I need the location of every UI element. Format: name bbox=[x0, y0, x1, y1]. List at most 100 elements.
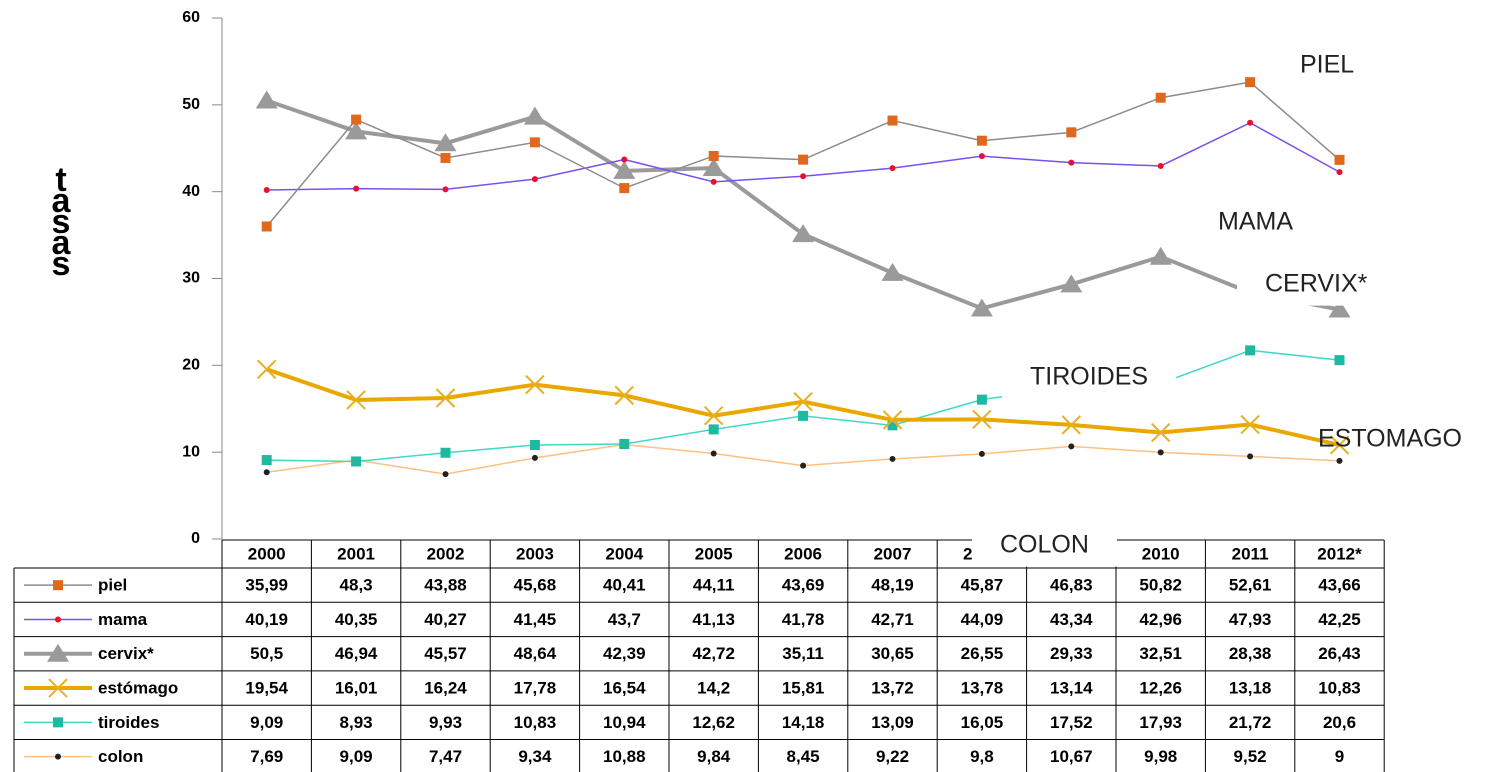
marker bbox=[1334, 154, 1345, 165]
legend-marker bbox=[48, 678, 68, 698]
marker bbox=[435, 388, 456, 408]
table-cell: 42,72 bbox=[692, 644, 735, 663]
table-cell: 21,72 bbox=[1229, 713, 1272, 732]
y-axis-label: tasas bbox=[51, 161, 71, 284]
table-cell: 17,93 bbox=[1139, 713, 1182, 732]
marker bbox=[1334, 355, 1345, 366]
marker bbox=[1061, 415, 1082, 435]
legend-marker bbox=[55, 616, 61, 623]
marker bbox=[978, 153, 985, 160]
marker bbox=[702, 158, 725, 177]
marker bbox=[1328, 299, 1351, 318]
legend-label: mama bbox=[98, 610, 148, 629]
table-cell: 17,52 bbox=[1050, 713, 1093, 732]
marker bbox=[798, 154, 809, 165]
x-tick-label: 2002 bbox=[427, 544, 465, 563]
y-tick-label: 40 bbox=[182, 183, 200, 200]
x-tick-label: 2010 bbox=[1142, 544, 1180, 563]
marker bbox=[1157, 162, 1164, 169]
legend-label: estómago bbox=[98, 679, 178, 698]
marker bbox=[976, 135, 987, 146]
marker bbox=[531, 176, 538, 183]
marker bbox=[1245, 345, 1256, 356]
marker bbox=[263, 469, 270, 476]
marker bbox=[256, 359, 277, 380]
table-cell: 43,7 bbox=[608, 610, 641, 629]
x-tick-label: 2011 bbox=[1232, 544, 1269, 563]
table-cell: 9,09 bbox=[340, 747, 373, 766]
table-cell: 16,05 bbox=[961, 713, 1004, 732]
table-cell: 26,43 bbox=[1318, 644, 1361, 663]
table-cell: 12,26 bbox=[1139, 679, 1182, 698]
table-cell: 43,88 bbox=[424, 576, 467, 595]
marker bbox=[255, 90, 278, 109]
marker bbox=[710, 178, 717, 185]
marker bbox=[1150, 422, 1171, 443]
annotation: MAMA bbox=[1218, 208, 1293, 236]
series-line bbox=[266, 81, 1340, 227]
marker bbox=[1240, 414, 1260, 435]
marker bbox=[1068, 443, 1075, 450]
x-tick-label: 2000 bbox=[248, 544, 286, 563]
marker bbox=[440, 447, 451, 458]
marker bbox=[970, 298, 993, 317]
table-cell: 50,5 bbox=[250, 644, 283, 663]
marker bbox=[1066, 127, 1077, 138]
marker bbox=[889, 165, 896, 172]
marker bbox=[1060, 274, 1083, 293]
table-cell: 10,67 bbox=[1050, 747, 1093, 766]
marker bbox=[972, 409, 992, 430]
table-cell: 42,96 bbox=[1139, 610, 1182, 629]
annotation: PIEL bbox=[1300, 51, 1354, 79]
legend-label: piel bbox=[98, 576, 127, 595]
table-cell: 19,54 bbox=[245, 679, 288, 698]
table-cell: 13,72 bbox=[871, 679, 914, 698]
table-cell: 10,83 bbox=[1318, 679, 1361, 698]
table-cell: 26,55 bbox=[961, 644, 1004, 663]
marker bbox=[619, 183, 630, 194]
table-cell: 42,25 bbox=[1318, 610, 1361, 629]
legend-marker bbox=[55, 753, 61, 760]
y-tick-label: 20 bbox=[182, 357, 200, 374]
table-cell: 42,39 bbox=[603, 644, 646, 663]
x-tick-label: 2003 bbox=[516, 544, 554, 563]
table-cell: 13,18 bbox=[1229, 679, 1272, 698]
table-cell: 14,2 bbox=[697, 679, 730, 698]
legend-marker bbox=[53, 717, 63, 728]
table-cell: 48,19 bbox=[871, 576, 914, 595]
marker bbox=[1329, 435, 1350, 455]
annotation-box bbox=[972, 522, 1117, 567]
x-tick-label: 2004 bbox=[605, 544, 643, 563]
marker bbox=[353, 185, 360, 192]
table-cell: 12,62 bbox=[692, 713, 735, 732]
marker bbox=[1336, 457, 1343, 464]
table-cell: 20,6 bbox=[1323, 713, 1356, 732]
table-cell: 9,93 bbox=[429, 713, 462, 732]
marker bbox=[792, 224, 815, 243]
legend-label: colon bbox=[98, 747, 143, 766]
marker bbox=[793, 392, 813, 412]
table-cell: 40,19 bbox=[245, 610, 288, 629]
table-cell: 9,09 bbox=[250, 713, 283, 732]
table-cell: 47,93 bbox=[1229, 610, 1272, 629]
marker bbox=[800, 462, 807, 469]
y-tick-label: 0 bbox=[191, 530, 200, 547]
table-cell: 32,51 bbox=[1139, 644, 1182, 663]
marker bbox=[887, 115, 898, 126]
marker bbox=[1157, 449, 1164, 456]
table-cell: 13,09 bbox=[871, 713, 914, 732]
table-cell: 40,35 bbox=[335, 610, 378, 629]
marker bbox=[703, 405, 724, 426]
x-tick-label: 2012* bbox=[1317, 544, 1362, 563]
table-cell: 43,69 bbox=[782, 576, 825, 595]
table-cell: 8,45 bbox=[787, 747, 820, 766]
marker bbox=[1247, 119, 1254, 126]
table-cell: 9,22 bbox=[876, 747, 909, 766]
x-tick-label: 2001 bbox=[337, 544, 375, 563]
marker bbox=[800, 173, 807, 180]
annotation-box bbox=[1002, 354, 1177, 399]
table-cell: 9,8 bbox=[970, 747, 994, 766]
marker bbox=[1336, 169, 1343, 176]
